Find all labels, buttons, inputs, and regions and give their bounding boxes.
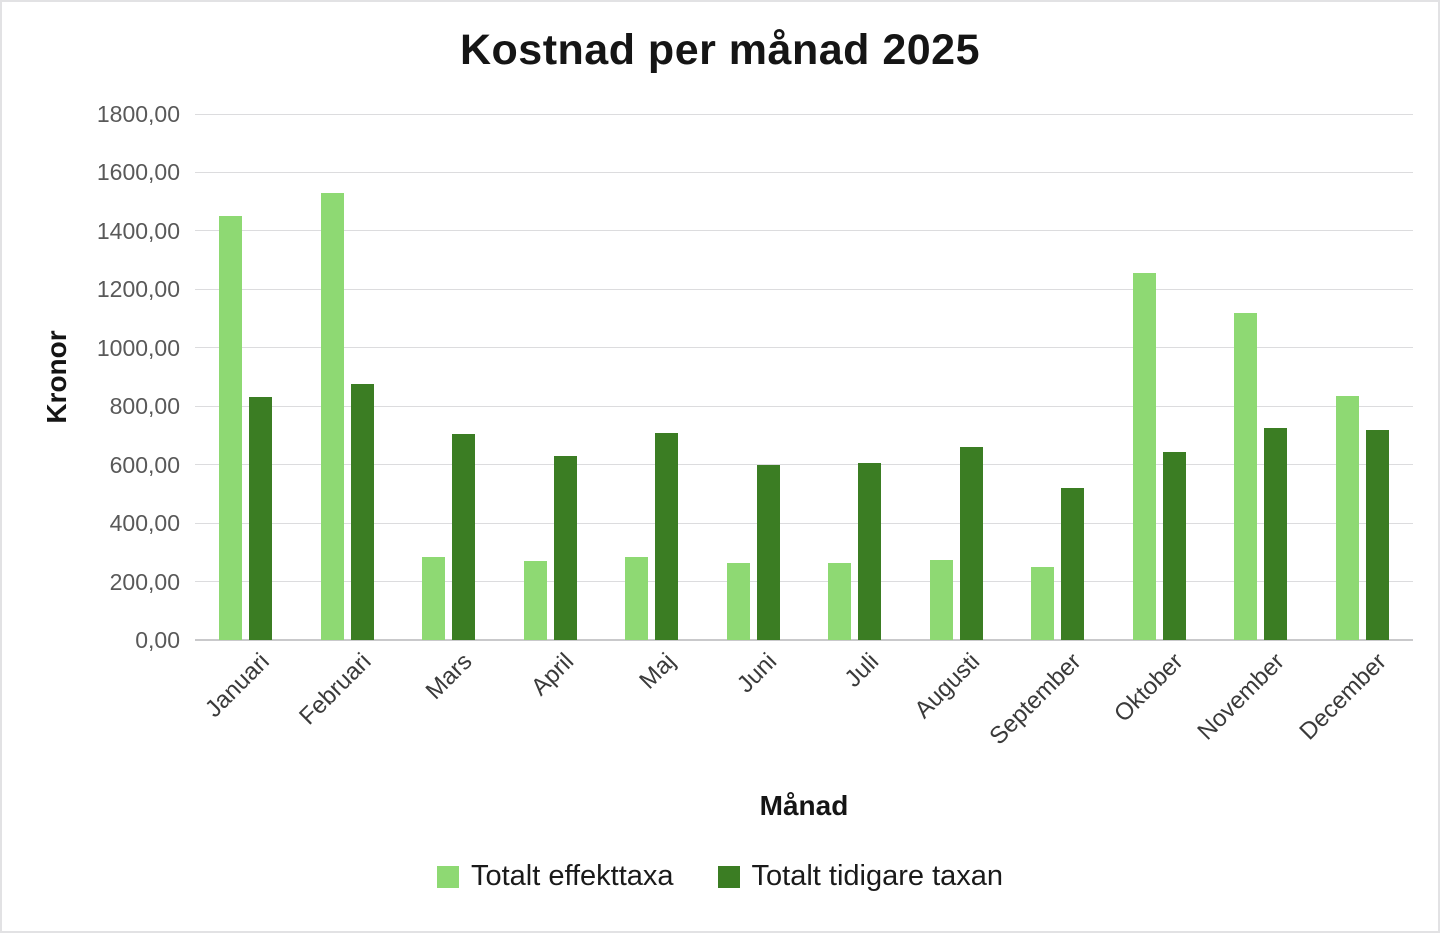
gridline xyxy=(195,113,1413,115)
x-tick-label: Mars xyxy=(421,648,478,705)
x-tick-label: Maj xyxy=(634,648,681,695)
chart-title: Kostnad per månad 2025 xyxy=(459,26,980,74)
bar-totalt-tidigare-taxan-november xyxy=(1264,428,1288,640)
gridline xyxy=(195,288,1413,290)
bar-totalt-tidigare-taxan-juli xyxy=(858,463,882,640)
x-tick-label: April xyxy=(526,648,580,702)
legend-item-totalt-tidigare-taxan: Totalt tidigare taxan xyxy=(717,860,1004,893)
x-axis-line xyxy=(195,639,1413,641)
x-tick-label: Juni xyxy=(732,648,783,699)
bar-totalt-effekttaxa-november xyxy=(1234,312,1258,640)
x-axis-title: Månad xyxy=(759,790,849,821)
y-tick-label: 0,00 xyxy=(135,627,180,653)
x-tick-label: Oktober xyxy=(1108,648,1189,728)
x-axis-tick-labels: Januari Februari Mars April Maj Juni Juli Augus… xyxy=(195,648,1413,788)
legend-swatch xyxy=(717,865,740,888)
legend-label: Totalt tidigare taxan xyxy=(751,860,1004,892)
gridline xyxy=(195,347,1413,349)
y-tick-label: 600,00 xyxy=(109,451,180,478)
bar-totalt-effekttaxa-december xyxy=(1335,396,1359,640)
bar-totalt-effekttaxa-augusti xyxy=(929,559,953,640)
y-tick-label: 800,00 xyxy=(109,393,180,420)
bar-totalt-tidigare-taxan-mars xyxy=(452,433,476,640)
y-tick-label: 200,00 xyxy=(109,568,180,595)
y-tick-label: 1200,00 xyxy=(96,276,180,303)
bar-totalt-tidigare-taxan-februari xyxy=(350,384,374,640)
legend: Totalt effekttaxa Totalt tidigare taxan xyxy=(2,860,1438,893)
y-tick-label: 1400,00 xyxy=(96,217,180,244)
bar-totalt-tidigare-taxan-juni xyxy=(756,464,780,640)
bar-totalt-tidigare-taxan-december xyxy=(1365,429,1389,640)
bar-totalt-tidigare-taxan-oktober xyxy=(1162,451,1186,640)
bar-totalt-effekttaxa-januari xyxy=(219,216,243,640)
bar-totalt-effekttaxa-juli xyxy=(828,562,852,640)
y-tick-label: 1800,00 xyxy=(96,101,180,127)
bar-totalt-effekttaxa-maj xyxy=(625,556,649,640)
y-axis-tick-labels: 0,00 200,00 400,00 600,00 800,00 1000,00 1200,… xyxy=(2,101,180,653)
gridline xyxy=(195,405,1413,407)
bar-totalt-tidigare-taxan-augusti xyxy=(959,447,983,640)
gridline xyxy=(195,581,1413,583)
x-tick-label: Augusti xyxy=(909,648,986,724)
x-tick-label: Februari xyxy=(294,648,377,731)
x-tick-label: Januari xyxy=(200,648,275,723)
plot-area xyxy=(195,113,1413,641)
legend-item-totalt-effekttaxa: Totalt effekttaxa xyxy=(436,860,674,893)
bar-totalt-tidigare-taxan-maj xyxy=(655,432,679,640)
y-tick-label: 400,00 xyxy=(109,510,180,537)
gridline xyxy=(195,522,1413,524)
x-tick-label: September xyxy=(984,648,1087,751)
bar-totalt-effekttaxa-februari xyxy=(320,192,344,640)
gridline xyxy=(195,464,1413,466)
gridline xyxy=(195,171,1413,173)
bar-totalt-effekttaxa-juni xyxy=(726,562,750,640)
bar-totalt-effekttaxa-oktober xyxy=(1132,273,1156,640)
y-tick-label: 1600,00 xyxy=(96,159,180,186)
bar-totalt-tidigare-taxan-april xyxy=(553,455,577,640)
bar-totalt-effekttaxa-april xyxy=(523,561,547,640)
y-tick-label: 1000,00 xyxy=(96,334,180,361)
bar-totalt-effekttaxa-september xyxy=(1031,566,1055,640)
x-tick-label: December xyxy=(1293,648,1392,746)
bar-totalt-tidigare-taxan-september xyxy=(1061,488,1085,640)
x-tick-label: November xyxy=(1192,648,1290,746)
legend-label: Totalt effekttaxa xyxy=(470,860,674,892)
bar-totalt-tidigare-taxan-januari xyxy=(249,397,273,640)
bar-totalt-effekttaxa-mars xyxy=(422,556,446,640)
legend-swatch xyxy=(436,865,459,888)
gridline xyxy=(195,230,1413,232)
x-tick-label: Juli xyxy=(839,648,884,693)
